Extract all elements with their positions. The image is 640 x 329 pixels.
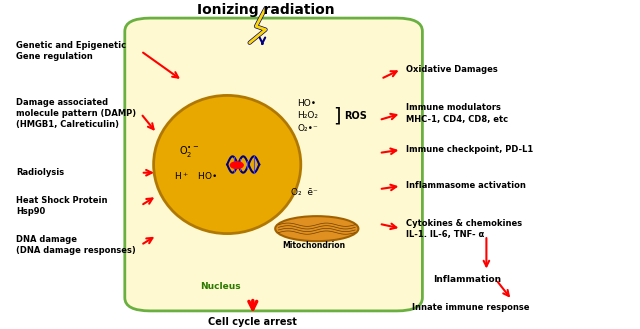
Text: H₂O₂: H₂O₂ bbox=[298, 111, 319, 120]
Text: Immune modulators
MHC-1, CD4, CD8, etc: Immune modulators MHC-1, CD4, CD8, etc bbox=[406, 103, 509, 124]
Text: Immune checkpoint, PD-L1: Immune checkpoint, PD-L1 bbox=[406, 145, 534, 154]
Text: Cytokines & chemokines
IL-1. IL-6, TNF- α: Cytokines & chemokines IL-1. IL-6, TNF- … bbox=[406, 218, 522, 239]
Text: Inflammation: Inflammation bbox=[433, 275, 501, 284]
Text: $\mathregular{H^+}$   HO•: $\mathregular{H^+}$ HO• bbox=[173, 170, 217, 182]
Text: Cell cycle arrest
Mitotic catastrophe
Cell death: Cell cycle arrest Mitotic catastrophe Ce… bbox=[199, 317, 307, 329]
Text: Oxidative Damages: Oxidative Damages bbox=[406, 64, 498, 74]
Text: DNA damage
(DNA damage responses): DNA damage (DNA damage responses) bbox=[16, 235, 136, 255]
Text: Nucleus: Nucleus bbox=[200, 282, 241, 291]
Text: Genetic and Epigenetic
Gene regulation: Genetic and Epigenetic Gene regulation bbox=[16, 41, 126, 61]
Text: Mitochondrion: Mitochondrion bbox=[282, 240, 345, 250]
Ellipse shape bbox=[154, 95, 301, 234]
Text: Radiolysis: Radiolysis bbox=[16, 168, 64, 177]
FancyBboxPatch shape bbox=[125, 18, 422, 311]
Text: Ionizing radiation: Ionizing radiation bbox=[196, 3, 335, 17]
Text: Heat Shock Protein
Hsp90: Heat Shock Protein Hsp90 bbox=[16, 195, 108, 216]
Ellipse shape bbox=[275, 216, 358, 241]
Text: O₂•⁻: O₂•⁻ bbox=[298, 124, 318, 133]
Text: $\mathregular{O_2^{\bullet-}}$: $\mathregular{O_2^{\bullet-}}$ bbox=[179, 144, 199, 159]
Text: O₂  ē⁻: O₂ ē⁻ bbox=[291, 188, 318, 197]
Text: Damage associated
molecule pattern (DAMP)
(HMGB1, Calreticulin): Damage associated molecule pattern (DAMP… bbox=[16, 98, 136, 129]
Text: ROS: ROS bbox=[344, 111, 367, 121]
Circle shape bbox=[230, 162, 243, 168]
Text: Inflammasome activation: Inflammasome activation bbox=[406, 181, 526, 190]
Text: Innate immune response: Innate immune response bbox=[412, 303, 529, 312]
Text: ]: ] bbox=[333, 106, 340, 125]
Text: HO•: HO• bbox=[298, 99, 317, 108]
